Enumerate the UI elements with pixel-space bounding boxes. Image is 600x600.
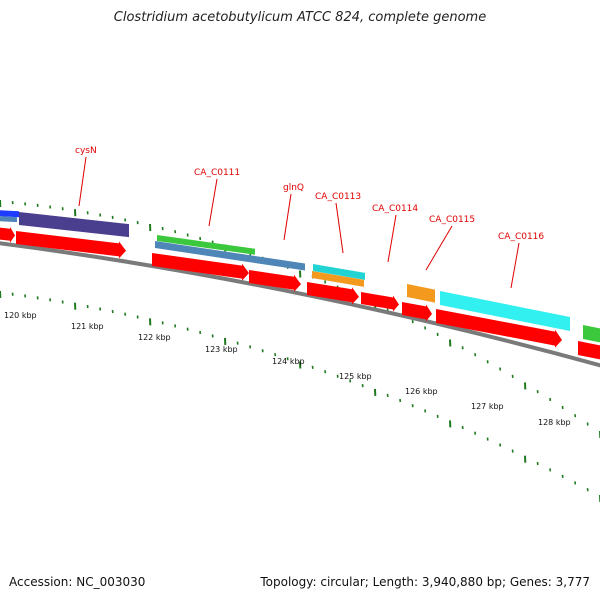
- gene-label-ca-c0115: CA_C0115: [429, 215, 475, 225]
- feature-block-steelblue-left: [0, 216, 17, 223]
- cds-arrow-7: [402, 302, 432, 322]
- leader-line-ca-c0115: [425, 225, 453, 271]
- gene-label-glnq: glnQ: [283, 183, 304, 193]
- gene-label-ca-c0113: CA_C0113: [315, 192, 361, 202]
- feature-track: [0, 210, 600, 343]
- leader-line-ca-c0116: [510, 242, 520, 289]
- cds-arrow-8: [436, 309, 562, 348]
- label-leader-lines: [78, 156, 520, 289]
- kbp-label-120: 120 kbp: [4, 311, 37, 320]
- cds-arrow-6: [361, 292, 399, 312]
- kbp-label-122: 122 kbp: [138, 333, 171, 342]
- kbp-label-121: 121 kbp: [71, 322, 104, 331]
- kbp-label-123: 123 kbp: [205, 345, 238, 354]
- leader-line-ca-c0114: [387, 214, 397, 263]
- accession-text: Accession: NC_003030: [9, 575, 146, 589]
- cds-arrow-5: [307, 282, 359, 305]
- kbp-label-125: 125 kbp: [339, 372, 372, 381]
- cds-arrow-9: [578, 341, 600, 360]
- leader-line-glnq: [283, 193, 292, 241]
- feature-block-ca-c0113-a: [313, 264, 365, 280]
- cds-track: [0, 226, 600, 360]
- feature-block-glnq: [155, 241, 305, 271]
- genome-backbone: [0, 241, 600, 368]
- cds-arrow-2: [16, 231, 126, 259]
- kbp-label-124: 124 kbp: [272, 357, 305, 366]
- genome-title: Clostridium acetobutylicum ATCC 824, com…: [113, 10, 487, 25]
- feature-block-green-right: [583, 325, 600, 343]
- cds-arrow-3: [152, 253, 249, 281]
- feature-block-blue: [0, 210, 19, 218]
- leader-line-cysn: [78, 156, 87, 207]
- feature-block-ca-c0116: [440, 291, 570, 331]
- feature-block-ca-c0115: [407, 284, 435, 303]
- cds-arrow-4: [249, 270, 301, 292]
- kbp-label-126: 126 kbp: [405, 387, 438, 396]
- kbp-label-128: 128 kbp: [538, 418, 571, 427]
- inner-tick-ring: [0, 290, 600, 503]
- cds-arrow-1: [0, 226, 15, 243]
- leader-line-ca-c0113: [335, 202, 344, 254]
- gene-label-ca-c0116: CA_C0116: [498, 232, 544, 242]
- feature-block-cysn: [19, 212, 129, 238]
- feature-block-ca-c0113-b: [312, 271, 364, 287]
- gene-label-ca-c0114: CA_C0114: [372, 204, 418, 214]
- feature-block-ca-c0111: [157, 235, 255, 255]
- leader-line-ca-c0111: [208, 178, 218, 227]
- gene-label-ca-c0111: CA_C0111: [194, 168, 240, 178]
- gene-label-cysn: cysN: [75, 146, 97, 156]
- genome-summary-text: Topology: circular; Length: 3,940,880 bp…: [260, 575, 590, 589]
- kbp-label-127: 127 kbp: [471, 402, 504, 411]
